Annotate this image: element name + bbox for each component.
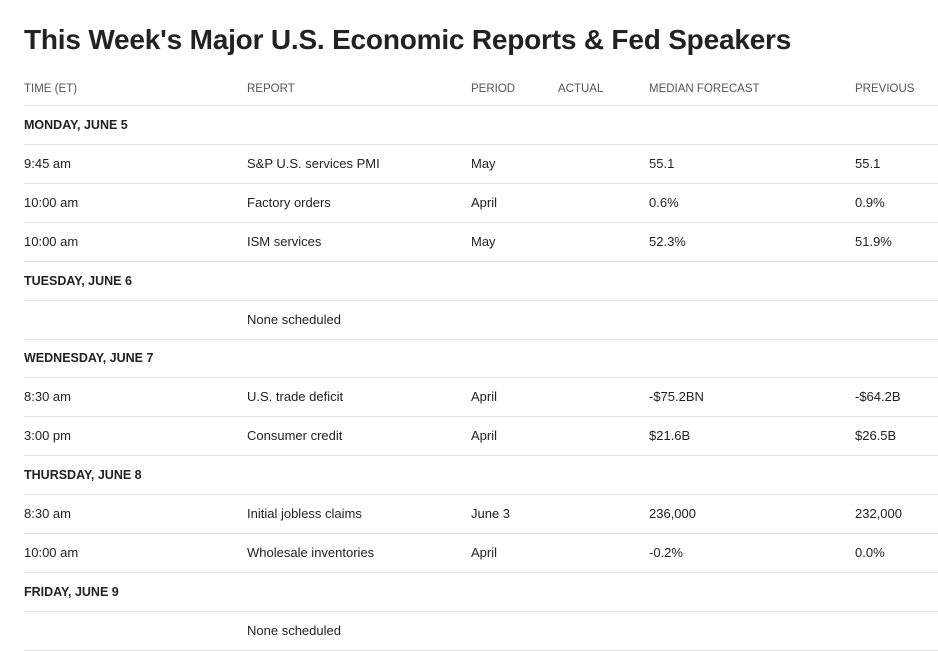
report-cell: ISM services xyxy=(247,233,322,249)
forecast-cell: $21.6B xyxy=(649,428,691,444)
column-header: MEDIAN FORECAST xyxy=(649,83,760,95)
previous-cell: 55.1 xyxy=(855,155,881,171)
report-row: 10:00 am Wholesale inventories April -0.2% 0… xyxy=(24,534,938,573)
report-cell: Initial jobless claims xyxy=(247,506,362,521)
report-cell: U.S. trade deficit xyxy=(247,389,344,405)
report-row: None scheduled xyxy=(24,612,938,651)
period-cell: April xyxy=(471,194,498,210)
report-row: 3:00 pm Consumer credit April $21.6B $26.5B xyxy=(24,417,938,457)
day-row: MONDAY, JUNE 5 xyxy=(24,106,938,145)
time-cell: 9:45 am xyxy=(24,155,71,171)
previous-cell: 0.0% xyxy=(855,544,885,560)
period-cell: May xyxy=(471,233,496,249)
previous-cell: 232,000 xyxy=(855,506,902,521)
previous-cell: -$64.2B xyxy=(855,389,901,405)
report-row: 10:00 am Factory orders April 0.6% 0.9% xyxy=(24,184,938,223)
report-cell: Wholesale inventories xyxy=(247,544,375,560)
report-row: 10:00 am ISM services May 52.3% 51.9% xyxy=(24,223,938,262)
previous-cell: $26.5B xyxy=(855,428,897,444)
report-row: 8:30 am Initial jobless claims June 3 236,0… xyxy=(24,495,938,534)
time-cell: 3:00 pm xyxy=(24,428,71,444)
report-cell: None scheduled xyxy=(247,311,341,327)
header-row: TIME (ET) REPORT PERIOD ACTUAL MEDIAN FORECA… xyxy=(24,72,938,106)
day-label: MONDAY, JUNE 5 xyxy=(24,118,128,132)
column-header: ACTUAL xyxy=(558,83,604,95)
report-cell: Consumer credit xyxy=(247,428,343,444)
day-label: FRIDAY, JUNE 9 xyxy=(24,584,119,599)
report-cell: None scheduled xyxy=(247,622,341,638)
forecast-cell: 52.3% xyxy=(649,233,686,249)
forecast-cell: 0.6% xyxy=(649,194,679,210)
time-cell: 8:30 am xyxy=(24,506,71,521)
previous-cell: 0.9% xyxy=(855,194,885,210)
day-label: WEDNESDAY, JUNE 7 xyxy=(24,351,154,366)
report-row: 9:45 am S&P U.S. services PMI May 55.1 55.1 xyxy=(24,145,938,184)
report-row: None scheduled xyxy=(24,301,938,340)
day-row: TUESDAY, JUNE 6 xyxy=(24,262,938,301)
day-row: FRIDAY, JUNE 9 xyxy=(24,573,938,612)
period-cell: April xyxy=(471,389,498,405)
period-cell: April xyxy=(471,544,498,560)
previous-cell: 51.9% xyxy=(855,233,892,249)
forecast-cell: 236,000 xyxy=(649,506,696,521)
report-cell: S&P U.S. services PMI xyxy=(247,155,380,171)
period-cell: May xyxy=(471,155,496,171)
column-header: TIME (ET) xyxy=(24,83,78,95)
report-row: 8:30 am U.S. trade deficit April -$75.2BN -$… xyxy=(24,378,938,418)
time-cell: 10:00 am xyxy=(24,544,79,560)
title: This Week's Major U.S. Economic Reports … xyxy=(24,24,792,55)
column-header: REPORT xyxy=(247,83,295,95)
day-label: THURSDAY, JUNE 8 xyxy=(24,468,142,483)
day-row: THURSDAY, JUNE 8 xyxy=(24,456,938,496)
forecast-cell: 55.1 xyxy=(649,155,675,171)
forecast-cell: -$75.2BN xyxy=(649,389,704,405)
forecast-cell: -0.2% xyxy=(649,544,683,560)
day-label: TUESDAY, JUNE 6 xyxy=(24,273,132,288)
time-cell: 10:00 am xyxy=(24,233,79,249)
column-header: PREVIOUS xyxy=(855,83,915,95)
period-cell: April xyxy=(471,428,498,444)
time-cell: 10:00 am xyxy=(24,194,79,210)
day-row: WEDNESDAY, JUNE 7 xyxy=(24,339,938,379)
period-cell: June 3 xyxy=(471,506,511,521)
column-header: PERIOD xyxy=(471,83,516,95)
report-cell: Factory orders xyxy=(247,194,331,210)
time-cell: 8:30 am xyxy=(24,389,71,405)
